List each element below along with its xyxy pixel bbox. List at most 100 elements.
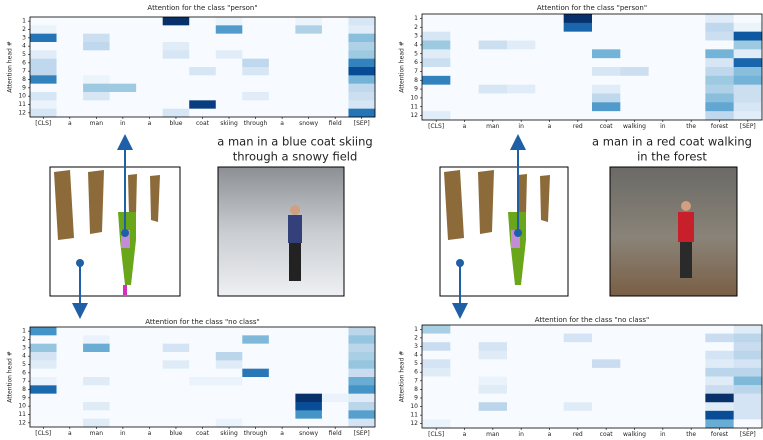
heatmap-cell	[57, 59, 84, 68]
heatmap-cell	[163, 327, 190, 336]
heatmap-cell	[163, 42, 190, 51]
heatmap-cell	[216, 377, 243, 386]
heatmap-cell	[57, 352, 84, 361]
heatmap-cell	[242, 92, 269, 101]
y-tick-label: 6	[22, 59, 26, 66]
x-tick-label: coat	[600, 431, 614, 438]
heatmap-cell	[110, 402, 137, 411]
x-tick-label: [CLS]	[428, 431, 444, 438]
heatmap-cell	[507, 23, 536, 32]
heatmap-cell	[507, 32, 536, 41]
heatmap-cell	[216, 352, 243, 361]
heatmap-cell	[450, 41, 479, 50]
heatmap-cell	[479, 334, 508, 343]
heatmap-cell	[479, 41, 508, 50]
heatmap-cell	[189, 394, 216, 403]
heatmap-cell	[83, 67, 110, 76]
heatmap-cell	[422, 41, 451, 50]
heatmap-cell	[620, 67, 649, 76]
heatmap-cell	[450, 102, 479, 111]
heatmap-cell	[136, 84, 163, 93]
heatmap-cell	[83, 84, 110, 93]
x-tick-label: in	[518, 431, 524, 438]
y-tick-label: 7	[22, 68, 26, 75]
heatmap-cell	[295, 100, 322, 109]
heatmap-cell	[620, 411, 649, 420]
heatmap-cell	[479, 23, 508, 32]
heatmap-cell	[30, 419, 57, 428]
heatmap-cell	[269, 360, 296, 369]
heatmap-cell	[189, 92, 216, 101]
heatmap-cell	[348, 335, 375, 344]
heatmap-cell	[189, 327, 216, 336]
heatmap-cell	[677, 325, 706, 334]
heatmap-cell	[295, 419, 322, 428]
heatmap-cell	[564, 49, 593, 58]
heatmap-cell	[507, 85, 536, 94]
heatmap-cell	[507, 58, 536, 67]
heatmap-cell	[216, 92, 243, 101]
heatmap-cell	[620, 394, 649, 403]
heatmap-cell	[83, 100, 110, 109]
heatmap-cell	[163, 75, 190, 84]
heatmap-cell	[535, 359, 564, 368]
heatmap-cell	[479, 351, 508, 360]
y-tick-label: 5	[414, 50, 418, 57]
heatmap-cell	[450, 23, 479, 32]
heatmap-cell	[57, 410, 84, 419]
heatmap-cell	[564, 111, 593, 120]
heatmap-cell	[422, 111, 451, 120]
x-tick-label: walking	[623, 123, 646, 130]
heatmap-cell	[450, 419, 479, 428]
heatmap-cell	[592, 76, 621, 85]
heatmap-cell	[83, 352, 110, 361]
heatmap-cell	[592, 102, 621, 111]
heatmap-cell	[57, 385, 84, 394]
figure: a man in a blue coat skiing through a sn…	[0, 0, 763, 440]
heatmap-cell	[110, 42, 137, 51]
heatmap-cell	[592, 14, 621, 23]
heatmap-cell	[734, 23, 763, 32]
heatmap-cell	[216, 419, 243, 428]
heatmap-cell	[422, 368, 451, 377]
heatmap-cell	[216, 394, 243, 403]
heatmap-cell	[649, 94, 678, 103]
heatmap-cell	[322, 410, 349, 419]
y-tick-label: 12	[18, 109, 26, 116]
heatmap-cell	[30, 410, 57, 419]
heatmap-cell	[269, 67, 296, 76]
heatmap-cell	[649, 334, 678, 343]
heatmap-cell	[30, 394, 57, 403]
heatmap-cell	[163, 344, 190, 353]
heatmap-cell	[83, 360, 110, 369]
y-axis-label: Attention head #	[399, 41, 406, 93]
heatmap-cell	[136, 59, 163, 68]
heatmap-cell	[57, 402, 84, 411]
x-tick-label: snowy	[299, 120, 319, 127]
heatmap-cell	[422, 49, 451, 58]
y-tick-label: 2	[22, 26, 26, 33]
heatmap-cell	[705, 342, 734, 351]
heatmap-cell	[422, 411, 451, 420]
heatmap-cell	[705, 67, 734, 76]
heatmap-cell	[57, 42, 84, 51]
x-tick-label: coat	[196, 120, 210, 127]
heatmap-cell	[57, 369, 84, 378]
heatmap-cell	[535, 102, 564, 111]
x-tick-label: in	[518, 123, 524, 130]
y-tick-label: 11	[410, 412, 418, 419]
y-tick-label: 11	[410, 103, 418, 110]
heatmap-cell	[705, 111, 734, 120]
heatmap-cell	[322, 59, 349, 68]
heatmap-cell	[479, 394, 508, 403]
heatmap-cell	[450, 111, 479, 120]
x-tick-label: the	[686, 123, 696, 130]
heatmap-cell	[295, 394, 322, 403]
heatmap-cell	[322, 100, 349, 109]
heatmap-cell	[136, 109, 163, 118]
heatmap-cell	[734, 419, 763, 428]
heatmap-cell	[242, 344, 269, 353]
heatmap-cell	[189, 59, 216, 68]
heatmap-cell	[535, 14, 564, 23]
heatmap-cell	[677, 394, 706, 403]
